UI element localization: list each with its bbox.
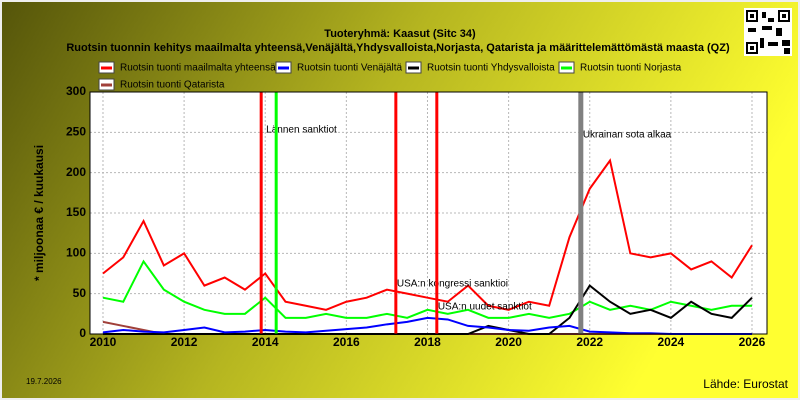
x-tick-label: 2018 bbox=[414, 335, 441, 349]
series-line bbox=[102, 316, 752, 335]
y-tick-label: 200 bbox=[66, 165, 86, 179]
y-tick-label: 100 bbox=[66, 246, 86, 260]
legend-label: Ruotsin tuonti Qatarista bbox=[120, 80, 225, 91]
y-tick-label: 50 bbox=[73, 286, 87, 300]
legend-label: Ruotsin tuonti maailmalta yhteensä bbox=[120, 63, 276, 74]
chart-title: Tuoteryhmä: Kaasut (Sitc 34) bbox=[324, 28, 476, 40]
x-tick-label: 2010 bbox=[90, 335, 117, 349]
x-tick-label: 2024 bbox=[658, 335, 685, 349]
event-label: USA:n uudet sanktiot bbox=[438, 302, 532, 313]
x-tick-label: 2014 bbox=[252, 335, 279, 349]
source: Lähde: Eurostat bbox=[703, 377, 788, 391]
x-tick-label: 2022 bbox=[576, 335, 603, 349]
x-tick-label: 2012 bbox=[171, 335, 198, 349]
legend-label: Ruotsin tuonti Venäjältä bbox=[297, 63, 403, 74]
x-tick-label: 2020 bbox=[495, 335, 522, 349]
y-tick-label: 250 bbox=[66, 125, 86, 139]
y-tick-label: 300 bbox=[66, 84, 86, 98]
y-tick-label: 0 bbox=[79, 326, 86, 340]
plot-border bbox=[89, 91, 768, 335]
legend-label: Ruotsin tuonti Norjasta bbox=[580, 63, 682, 74]
event-label: Lännen sanktiot bbox=[266, 125, 337, 136]
event-label: USA:n kongressi sanktioi bbox=[397, 279, 508, 290]
event-label: Ukrainan sota alkaa bbox=[583, 130, 672, 141]
series-line bbox=[102, 259, 752, 319]
date: 19.7.2026 bbox=[26, 377, 62, 386]
y-tick-label: 150 bbox=[66, 205, 86, 219]
chart-subtitle: Ruotsin tuonnin kehitys maailmalta yhtee… bbox=[66, 42, 730, 54]
qr-code bbox=[744, 8, 792, 56]
legend-label: Ruotsin tuonti Yhdysvalloista bbox=[427, 63, 555, 74]
x-tick-label: 2016 bbox=[333, 335, 360, 349]
series-line bbox=[102, 158, 753, 311]
x-tick-label: 2026 bbox=[739, 335, 766, 349]
y-axis-label: * miljoonaa € / kuukausi bbox=[32, 145, 46, 281]
